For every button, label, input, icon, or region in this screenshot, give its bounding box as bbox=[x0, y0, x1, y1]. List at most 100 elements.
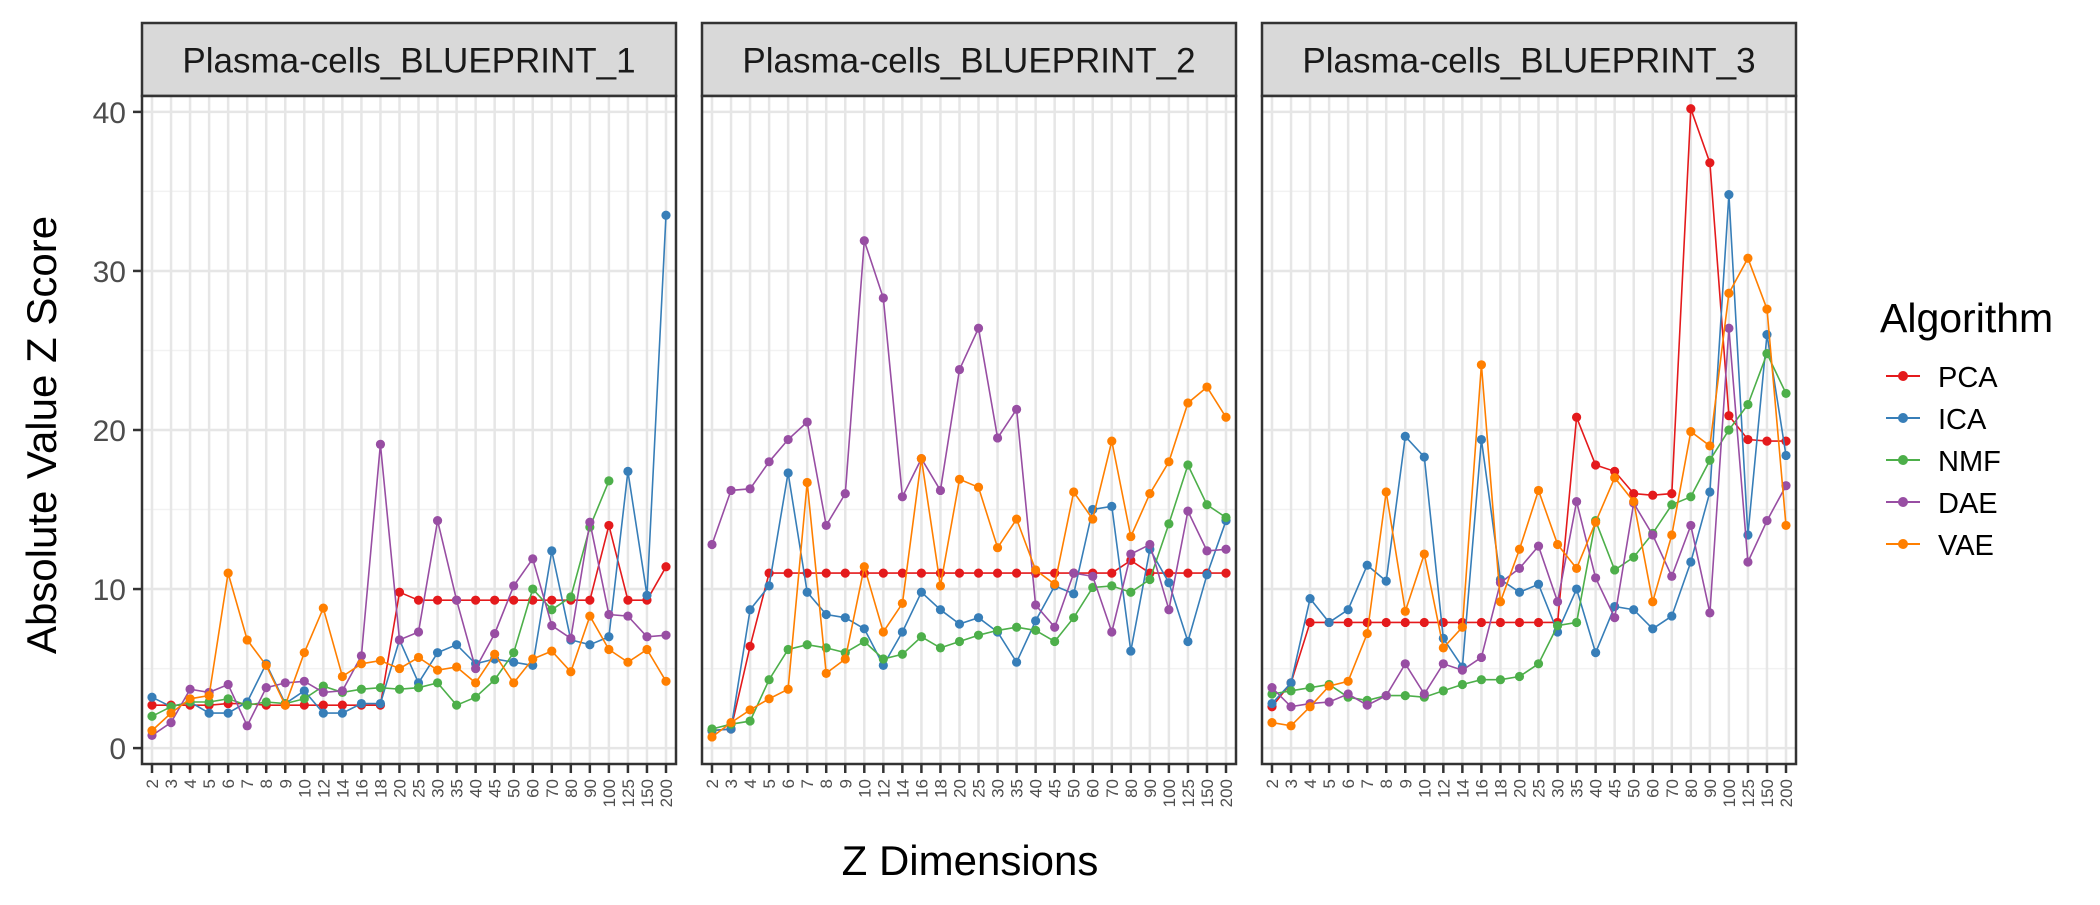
data-point bbox=[1610, 613, 1620, 623]
data-point bbox=[451, 595, 462, 605]
data-point bbox=[726, 485, 736, 496]
x-tick-label: 20 bbox=[950, 779, 969, 798]
data-point bbox=[394, 587, 405, 597]
data-point bbox=[1571, 584, 1582, 594]
data-point bbox=[935, 581, 946, 591]
data-point bbox=[1495, 617, 1506, 628]
data-point bbox=[1324, 617, 1334, 628]
data-point bbox=[916, 568, 927, 578]
x-tick-label: 20 bbox=[1510, 779, 1529, 798]
x-tick-label: 18 bbox=[371, 779, 390, 798]
data-point bbox=[1438, 659, 1448, 669]
data-point bbox=[1126, 531, 1136, 542]
data-point bbox=[802, 477, 812, 488]
data-point bbox=[1381, 617, 1391, 628]
data-point bbox=[1107, 568, 1117, 578]
data-point bbox=[821, 568, 831, 578]
data-point bbox=[1011, 404, 1022, 414]
data-point bbox=[954, 619, 965, 629]
data-point bbox=[840, 654, 850, 664]
data-point bbox=[1648, 490, 1658, 500]
x-tick-label: 16 bbox=[352, 779, 371, 798]
data-point bbox=[471, 678, 481, 688]
data-point bbox=[1514, 587, 1525, 597]
series-line bbox=[711, 240, 1227, 635]
data-point bbox=[954, 636, 965, 647]
plot-border bbox=[1260, 94, 1798, 766]
x-tick-label: 25 bbox=[1530, 779, 1549, 798]
data-point bbox=[490, 675, 500, 685]
data-point bbox=[318, 700, 328, 710]
data-point bbox=[973, 613, 984, 623]
data-point bbox=[1031, 600, 1041, 610]
series-line bbox=[151, 572, 667, 732]
legend: Algorithm PCA ICA NMF DAE VAE bbox=[1880, 295, 2053, 562]
data-point bbox=[1267, 683, 1277, 693]
x-tick-label: 30 bbox=[989, 779, 1008, 798]
x-tick-label: 4 bbox=[181, 779, 200, 788]
data-point bbox=[432, 516, 443, 526]
data-point bbox=[1183, 460, 1193, 470]
data-point bbox=[585, 640, 595, 650]
series-vae bbox=[147, 568, 671, 736]
data-point bbox=[954, 568, 965, 578]
data-point bbox=[528, 654, 538, 664]
data-point bbox=[878, 660, 888, 670]
data-point bbox=[1438, 643, 1448, 653]
data-point bbox=[1362, 628, 1372, 639]
facet-title: Plasma-cells_BLUEPRINT_2 bbox=[742, 42, 1195, 81]
data-point bbox=[471, 692, 481, 702]
x-tick-label: 16 bbox=[1472, 779, 1491, 798]
data-point bbox=[1552, 597, 1563, 607]
data-point bbox=[337, 700, 347, 710]
data-point bbox=[1781, 450, 1791, 461]
data-point bbox=[1419, 689, 1429, 699]
series-line bbox=[151, 444, 667, 737]
data-point bbox=[1686, 492, 1696, 502]
x-tick-label: 70 bbox=[1103, 779, 1122, 798]
y-tick-label: 20 bbox=[93, 415, 126, 448]
data-point bbox=[935, 643, 946, 653]
x-tick-label: 60 bbox=[1644, 779, 1663, 798]
y-tick-label: 0 bbox=[109, 733, 126, 766]
data-point bbox=[1781, 520, 1791, 531]
data-point bbox=[783, 684, 793, 694]
y-tick-label: 10 bbox=[93, 574, 126, 607]
data-point bbox=[566, 592, 576, 602]
data-point bbox=[1050, 622, 1060, 632]
data-point bbox=[642, 644, 652, 655]
data-point bbox=[509, 657, 519, 667]
data-point bbox=[413, 652, 424, 663]
data-point bbox=[707, 732, 717, 742]
data-point bbox=[509, 595, 519, 605]
data-point bbox=[1571, 496, 1582, 507]
data-point bbox=[1781, 481, 1791, 491]
data-point bbox=[528, 584, 538, 594]
data-point bbox=[223, 708, 233, 718]
x-tick-label: 90 bbox=[581, 779, 600, 798]
data-point bbox=[299, 676, 309, 686]
data-point bbox=[299, 686, 309, 696]
x-tick-label: 80 bbox=[1682, 779, 1701, 798]
x-tick-label: 200 bbox=[657, 779, 676, 807]
data-point bbox=[223, 568, 233, 578]
data-point bbox=[935, 485, 946, 496]
data-point bbox=[1762, 436, 1772, 446]
data-point bbox=[490, 649, 500, 659]
data-point bbox=[1381, 576, 1391, 586]
data-point bbox=[1476, 360, 1487, 370]
data-point bbox=[1724, 425, 1734, 435]
data-point bbox=[1400, 431, 1410, 441]
data-point bbox=[1324, 681, 1334, 691]
data-point bbox=[878, 568, 888, 578]
x-tick-label: 35 bbox=[448, 779, 467, 798]
data-point bbox=[859, 562, 869, 572]
data-point bbox=[166, 702, 176, 712]
data-point bbox=[1419, 617, 1429, 628]
x-tick-label: 10 bbox=[855, 779, 874, 798]
data-point bbox=[1183, 506, 1193, 516]
data-point bbox=[1126, 549, 1136, 559]
data-point bbox=[1610, 473, 1620, 483]
series-line bbox=[1271, 328, 1787, 708]
data-point bbox=[223, 694, 233, 704]
